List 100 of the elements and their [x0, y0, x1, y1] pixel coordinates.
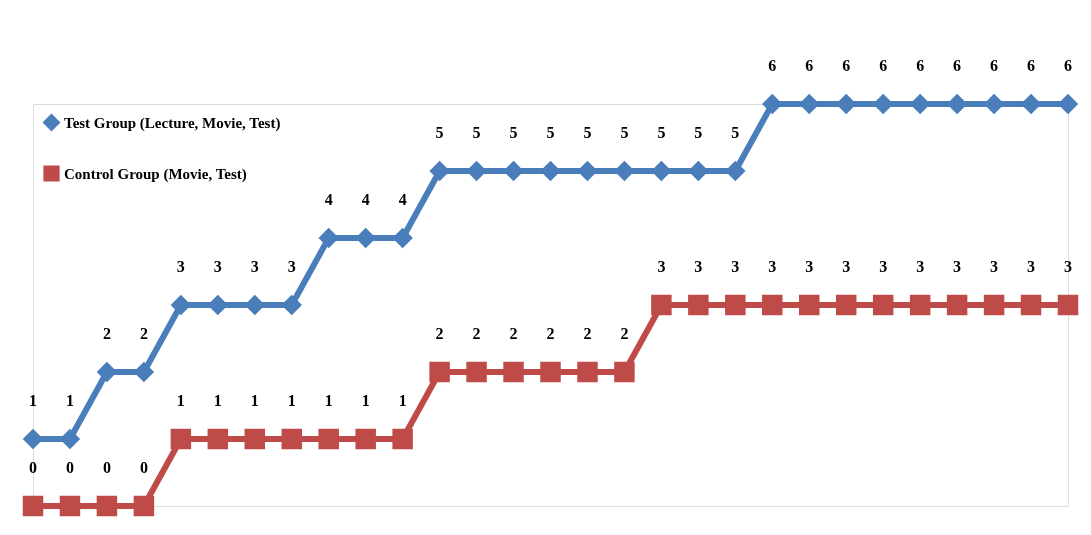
point — [503, 361, 524, 383]
point — [207, 428, 229, 450]
point — [133, 495, 155, 517]
data-label: 6 — [879, 57, 888, 74]
data-label: 3 — [657, 258, 666, 275]
legend-label: Control Group (Movie, Test) — [64, 165, 247, 183]
data-label: 2 — [102, 325, 111, 342]
data-label: 5 — [657, 124, 666, 141]
point — [466, 160, 487, 182]
point — [540, 361, 561, 383]
point — [983, 294, 1005, 316]
data-label: 5 — [731, 124, 740, 141]
data-label: 2 — [435, 325, 444, 342]
data-label: 6 — [1064, 57, 1072, 74]
data-label: 1 — [287, 392, 296, 409]
point — [392, 227, 413, 249]
data-label: 3 — [879, 258, 888, 275]
data-label: 1 — [324, 392, 333, 409]
data-label: 2 — [583, 325, 592, 342]
point — [59, 428, 81, 450]
data-label: 5 — [472, 124, 481, 141]
point — [355, 227, 376, 249]
data-label: 6 — [768, 57, 777, 74]
data-label: 3 — [250, 258, 259, 275]
data-label: 3 — [805, 258, 814, 275]
point — [96, 495, 118, 517]
point — [429, 160, 450, 182]
data-label: 3 — [1064, 258, 1072, 275]
data-label: 1 — [250, 392, 259, 409]
data-label: 6 — [805, 57, 814, 74]
data-label: 3 — [731, 258, 740, 275]
point — [244, 428, 266, 450]
data-label: 5 — [583, 124, 592, 141]
point — [799, 93, 820, 115]
point — [318, 428, 339, 450]
point — [577, 160, 598, 182]
point — [725, 294, 746, 316]
data-label: 3 — [176, 258, 185, 275]
point — [318, 227, 339, 249]
data-label: 3 — [953, 258, 962, 275]
data-label: 2 — [139, 325, 148, 342]
data-label: 2 — [546, 325, 555, 342]
point — [651, 294, 672, 316]
point — [762, 93, 783, 115]
data-label: 4 — [324, 191, 333, 208]
point — [1020, 294, 1042, 316]
data-label: 3 — [768, 258, 777, 275]
data-label: 0 — [29, 459, 37, 476]
data-label: 3 — [1027, 258, 1036, 275]
data-label: 2 — [472, 325, 481, 342]
point — [133, 361, 155, 383]
data-label: 1 — [65, 392, 74, 409]
data-label: 6 — [916, 57, 925, 74]
point — [651, 160, 672, 182]
point — [799, 294, 820, 316]
point — [614, 160, 635, 182]
point — [540, 160, 561, 182]
point — [503, 160, 524, 182]
data-label: 1 — [176, 392, 185, 409]
point — [355, 428, 376, 450]
data-label: 4 — [398, 191, 407, 208]
point — [22, 428, 44, 450]
point — [59, 495, 81, 517]
data-label: 0 — [65, 459, 74, 476]
point — [688, 294, 709, 316]
point — [577, 361, 598, 383]
data-label: 3 — [842, 258, 851, 275]
point — [392, 428, 413, 450]
point — [872, 294, 894, 316]
data-label: 1 — [361, 392, 370, 409]
point — [1057, 294, 1079, 316]
data-label: 1 — [398, 392, 407, 409]
data-label: 5 — [546, 124, 555, 141]
data-label: 0 — [139, 459, 148, 476]
point — [614, 361, 635, 383]
data-label: 0 — [102, 459, 111, 476]
data-label: 3 — [694, 258, 703, 275]
point — [22, 495, 44, 517]
data-label: 3 — [287, 258, 296, 275]
point — [909, 294, 931, 316]
point — [170, 428, 192, 450]
data-label: 1 — [29, 392, 37, 409]
point — [725, 160, 746, 182]
data-label: 5 — [509, 124, 518, 141]
data-label: 6 — [842, 57, 851, 74]
data-label: 1 — [213, 392, 222, 409]
data-label: 2 — [620, 325, 629, 342]
point — [835, 294, 857, 316]
data-label: 3 — [916, 258, 925, 275]
point — [762, 294, 783, 316]
legend-label: Test Group (Lecture, Movie, Test) — [64, 114, 281, 132]
data-label: 2 — [509, 325, 518, 342]
point — [466, 361, 487, 383]
data-label: 5 — [694, 124, 703, 141]
point — [281, 428, 302, 450]
data-label: 3 — [990, 258, 999, 275]
data-label: 6 — [1027, 57, 1036, 74]
data-label: 6 — [990, 57, 999, 74]
point — [688, 160, 709, 182]
point — [281, 294, 302, 316]
